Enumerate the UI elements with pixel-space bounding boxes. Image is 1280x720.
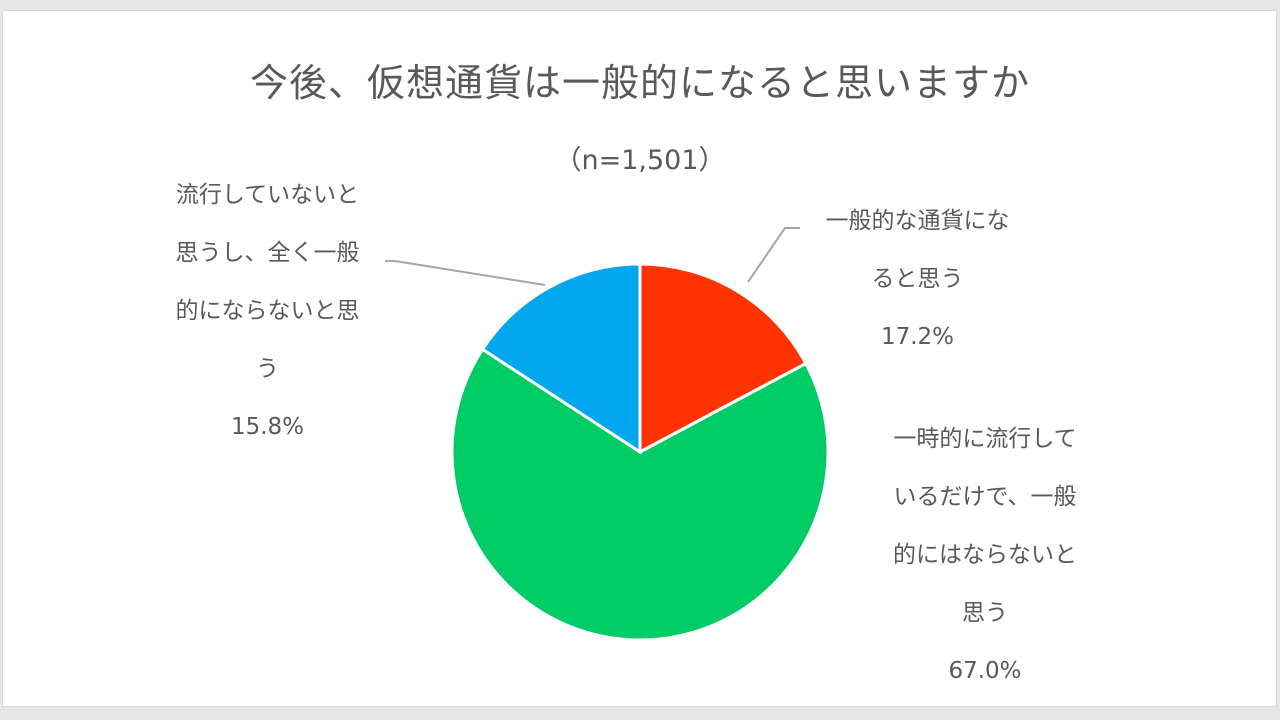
leader-line-red [747,227,800,283]
pie-slice-red [638,262,808,455]
pie-slice-blue [480,262,642,455]
pie-slices [450,262,830,642]
leader-line-blue [385,260,546,286]
chart-subtitle: （n=1,501） [554,145,726,176]
data-label-red: 一般的な通貨にな ると思う 17.2% [825,208,1010,350]
pie-slice-green [450,347,830,642]
data-label-green: 一時的に流行して いるだけで、一般 的にはならないと 思う 67.0% [893,426,1077,684]
data-label-blue: 流行していないと 思うし、全く一般 的にならないと思 う 15.8% [175,182,360,440]
chart-title: 今後、仮想通貨は一般的になると思いますか [249,61,1030,105]
